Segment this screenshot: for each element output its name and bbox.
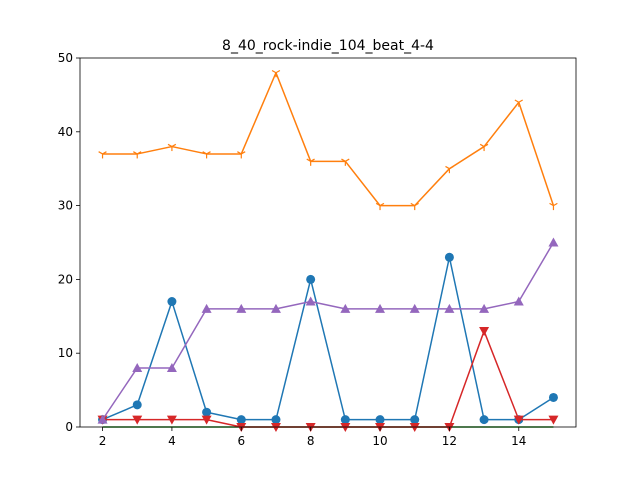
series-2-point	[237, 151, 246, 159]
series-1-point	[306, 274, 316, 284]
series-5-point	[166, 362, 177, 372]
series-5-point	[375, 303, 386, 313]
series-5-point	[270, 303, 281, 313]
series-1-point	[375, 415, 385, 425]
series-2-point	[167, 143, 177, 152]
series-1-line	[102, 256, 554, 421]
series-2-point	[549, 202, 558, 211]
series-5-point	[97, 414, 108, 424]
series-1-point	[479, 415, 489, 425]
x-tick-label: 10	[372, 434, 387, 448]
series-2-line	[102, 72, 555, 207]
series-5	[97, 237, 559, 424]
series-1-point	[236, 415, 246, 425]
x-tick-label: 14	[511, 434, 526, 448]
x-tick-label: 2	[99, 434, 107, 448]
series-1-point	[271, 415, 281, 425]
y-tick-label: 10	[58, 346, 73, 360]
chart-title: 8_40_rock-indie_104_beat_4-4	[222, 38, 434, 54]
series-4-point	[270, 423, 281, 432]
series-2-point	[375, 202, 385, 211]
series-1-point	[202, 407, 212, 417]
series-2-point	[202, 151, 211, 159]
series-2-point	[514, 99, 523, 107]
series-1-point	[340, 415, 350, 425]
series-2-point	[479, 143, 489, 152]
series-5-point	[513, 296, 524, 306]
series-5-point	[236, 303, 247, 313]
y-tick-label: 20	[58, 272, 73, 286]
y-tick-label: 40	[58, 125, 73, 139]
series-1-point	[132, 400, 142, 410]
series-1-point	[410, 415, 420, 425]
x-tick-label: 6	[237, 434, 245, 448]
series-2-point	[445, 165, 454, 174]
x-tick-label: 4	[168, 434, 176, 448]
series-1-point	[548, 392, 558, 402]
x-tick-label: 12	[442, 434, 457, 448]
series-2-point	[306, 158, 315, 166]
axes-layer: 2 4 6 8 10 12 14 0 10 20 30 40 50	[58, 51, 577, 448]
y-tick-label: 0	[65, 420, 73, 434]
y-tick-label: 30	[58, 199, 73, 213]
series-2-point	[133, 151, 142, 159]
series-5-point	[479, 303, 490, 313]
series-5-point	[409, 303, 420, 313]
plot-frame	[79, 57, 577, 428]
series-5-point	[340, 303, 351, 313]
series-5-point	[444, 303, 455, 313]
series-5-line	[101, 242, 555, 421]
series-5-point	[132, 362, 143, 372]
series-2-point	[98, 151, 107, 159]
series-4-point	[479, 327, 490, 337]
series-1-point	[444, 252, 454, 262]
series-5-point	[201, 303, 212, 313]
series-4-point	[548, 415, 559, 425]
x-tick-label: 8	[307, 434, 315, 448]
series-2-point	[271, 69, 281, 78]
series-4-point	[132, 415, 143, 425]
series-4-point	[409, 423, 420, 432]
series-4-point	[201, 415, 212, 425]
y-tick-label: 50	[58, 51, 73, 65]
series-2-point	[341, 158, 350, 166]
series-4-point	[340, 423, 351, 432]
series-2-point	[410, 202, 419, 211]
series-4-point	[513, 415, 524, 425]
series-2	[98, 69, 558, 211]
series-5-point	[305, 296, 316, 306]
series-5-point	[548, 237, 559, 247]
series-1-point	[167, 297, 177, 307]
series-4-point	[166, 415, 177, 425]
series-1	[98, 252, 558, 425]
